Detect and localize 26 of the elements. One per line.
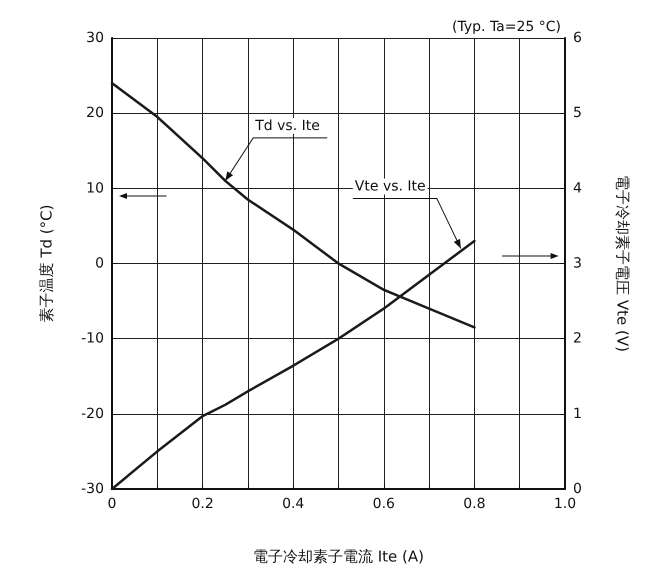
x-tick-label: 0.8 [463, 496, 486, 512]
x-axis-title: 電子冷却素子電流 Ite (A) [252, 548, 424, 566]
x-tick-label: 0.2 [191, 496, 214, 512]
y-tick-label: 20 [86, 105, 104, 122]
y-tick-label: -30 [81, 481, 104, 497]
y2-tick-label: 6 [573, 30, 582, 46]
y-tick-label: 10 [86, 180, 104, 196]
y2-tick-label: 0 [573, 481, 582, 497]
y2-tick-label: 1 [573, 406, 582, 422]
annotation: Vte vs. Ite [354, 178, 426, 194]
y-tick-label: -20 [81, 406, 104, 422]
y-tick-label: -10 [81, 330, 104, 347]
y2-tick-label: 3 [573, 256, 582, 272]
y2-tick-label: 5 [573, 105, 582, 122]
y2-axis-title: 電子冷却素子電圧 Vte (V) [614, 175, 632, 352]
y-tick-label: 0 [95, 256, 104, 272]
y-tick-label: 30 [86, 30, 104, 46]
text: (Typ. Ta=25 °C) [452, 19, 561, 35]
x-tick-label: 0.6 [372, 496, 396, 512]
x-tick-label: 1.0 [554, 496, 576, 512]
x-tick-label: 0.4 [282, 496, 304, 512]
x-tick-label: 0 [108, 496, 116, 512]
annotation: Td vs. Ite [254, 118, 320, 134]
y2-tick-label: 4 [573, 180, 582, 196]
y-axis-title: 素子温度 Td (°C) [38, 204, 56, 322]
y2-tick-label: 2 [573, 330, 582, 347]
